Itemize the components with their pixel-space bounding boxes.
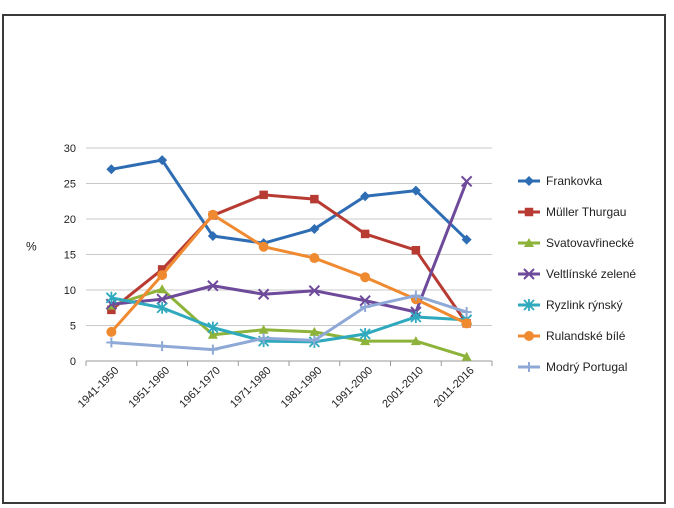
y-tick-label: 25 [64, 179, 76, 191]
data-point [524, 362, 534, 372]
y-axis-label: % [26, 240, 37, 254]
data-point [157, 265, 167, 274]
data-point [524, 238, 534, 247]
legend-item: Rulandské bílé [518, 329, 626, 343]
series-line [110, 213, 468, 333]
x-axis: 1941-1950 1951-1960 1961-1970 1971-1980 1981… [76, 360, 493, 411]
data-point [310, 194, 319, 204]
data-point [258, 324, 269, 334]
series-line [110, 193, 468, 325]
y-tick-label: 10 [64, 285, 76, 297]
legend-item: Müller Thurgau [518, 205, 626, 219]
x-tick-label: 1951-1960 [127, 365, 173, 411]
data-point [207, 344, 218, 355]
data-point [524, 331, 534, 341]
data-point [360, 336, 371, 346]
data-point [410, 290, 421, 301]
y-axis-ticks: 0 5 10 15 20 25 30 [64, 143, 76, 368]
y-tick-label: 5 [70, 321, 76, 333]
data-point [106, 164, 117, 175]
legend-label: Svatovavřinecké [546, 236, 634, 250]
data-point [207, 321, 219, 334]
data-point [359, 294, 371, 307]
legend-label: Veltlínské zelené [546, 267, 636, 281]
data-point [105, 291, 118, 304]
data-point [157, 270, 168, 281]
series-line [111, 294, 468, 352]
series-line [111, 158, 468, 245]
data-point [360, 272, 371, 283]
data-point [524, 207, 534, 217]
legend-label: Frankovka [546, 174, 602, 188]
series-line [111, 180, 469, 314]
data-point [309, 326, 320, 336]
data-point [258, 241, 269, 252]
data-point [360, 302, 371, 313]
legend-label: Müller Thurgau [546, 205, 626, 219]
data-point [258, 333, 269, 344]
data-point [523, 299, 535, 311]
data-point [360, 191, 371, 202]
x-tick-label: 2011-2016 [432, 365, 477, 410]
data-point [257, 288, 270, 300]
series-frankovka [106, 155, 472, 249]
data-point [309, 335, 320, 346]
y-tick-label: 20 [64, 214, 76, 226]
x-tick-label: 2001-2010 [380, 365, 426, 411]
x-tick-label: 1961-1970 [177, 365, 223, 411]
data-point [411, 245, 421, 255]
gridlines [86, 147, 492, 362]
data-point [410, 310, 422, 323]
legend-item: Svatovavřinecké [518, 236, 634, 250]
series-group [105, 155, 473, 361]
data-point [523, 268, 535, 280]
legend-item: Veltlínské zelené [518, 267, 636, 281]
data-point [106, 326, 117, 337]
data-point [207, 209, 218, 220]
data-point [360, 229, 370, 239]
data-point [207, 231, 218, 242]
series-modr-portugal [106, 290, 472, 355]
data-point [461, 307, 472, 318]
data-point [207, 329, 218, 339]
legend: Frankovka Müller Thurgau Svatovavřinecké Ve… [518, 174, 636, 374]
legend-item: Frankovka [518, 174, 602, 188]
x-tick-label: 1981-1990 [279, 365, 325, 411]
data-point [157, 341, 168, 352]
data-point [207, 280, 219, 292]
data-point [259, 190, 268, 200]
y-tick-label: 15 [64, 250, 76, 262]
legend-item: Modrý Portugal [518, 360, 627, 374]
line-chart: 0 5 10 15 20 25 30 % 1941-1950 1951-1960 1961-19… [26, 143, 636, 411]
data-point [156, 301, 168, 314]
data-point [461, 318, 472, 329]
legend-label: Modrý Portugal [546, 360, 627, 374]
data-point [156, 293, 168, 305]
data-point [461, 234, 472, 245]
data-point [359, 328, 371, 341]
x-tick-label: 1971-1980 [228, 365, 274, 411]
data-point [461, 351, 472, 361]
data-point [107, 305, 116, 315]
data-point [524, 176, 534, 186]
data-point [309, 253, 320, 264]
data-point [410, 185, 421, 196]
y-tick-label: 0 [70, 356, 76, 368]
x-tick-label: 1991-2000 [330, 365, 376, 411]
legend-label: Rulandské bílé [546, 329, 626, 343]
series-veltl-nsk-zelen- [105, 175, 473, 318]
data-point [410, 336, 421, 346]
data-point [157, 155, 168, 166]
chart-frame: 0 5 10 15 20 25 30 % 1941-1950 1951-1960 1961-19… [2, 14, 666, 504]
data-point [460, 175, 473, 188]
legend-label: Ryzlink rýnský [546, 298, 623, 312]
data-point [157, 284, 168, 294]
data-point [308, 285, 321, 297]
y-tick-label: 30 [64, 143, 76, 155]
data-point [309, 223, 320, 234]
legend-item: Ryzlink rýnský [518, 298, 623, 312]
x-tick-label: 1941-1950 [76, 365, 122, 411]
data-point [106, 337, 117, 348]
series-line [111, 296, 467, 344]
